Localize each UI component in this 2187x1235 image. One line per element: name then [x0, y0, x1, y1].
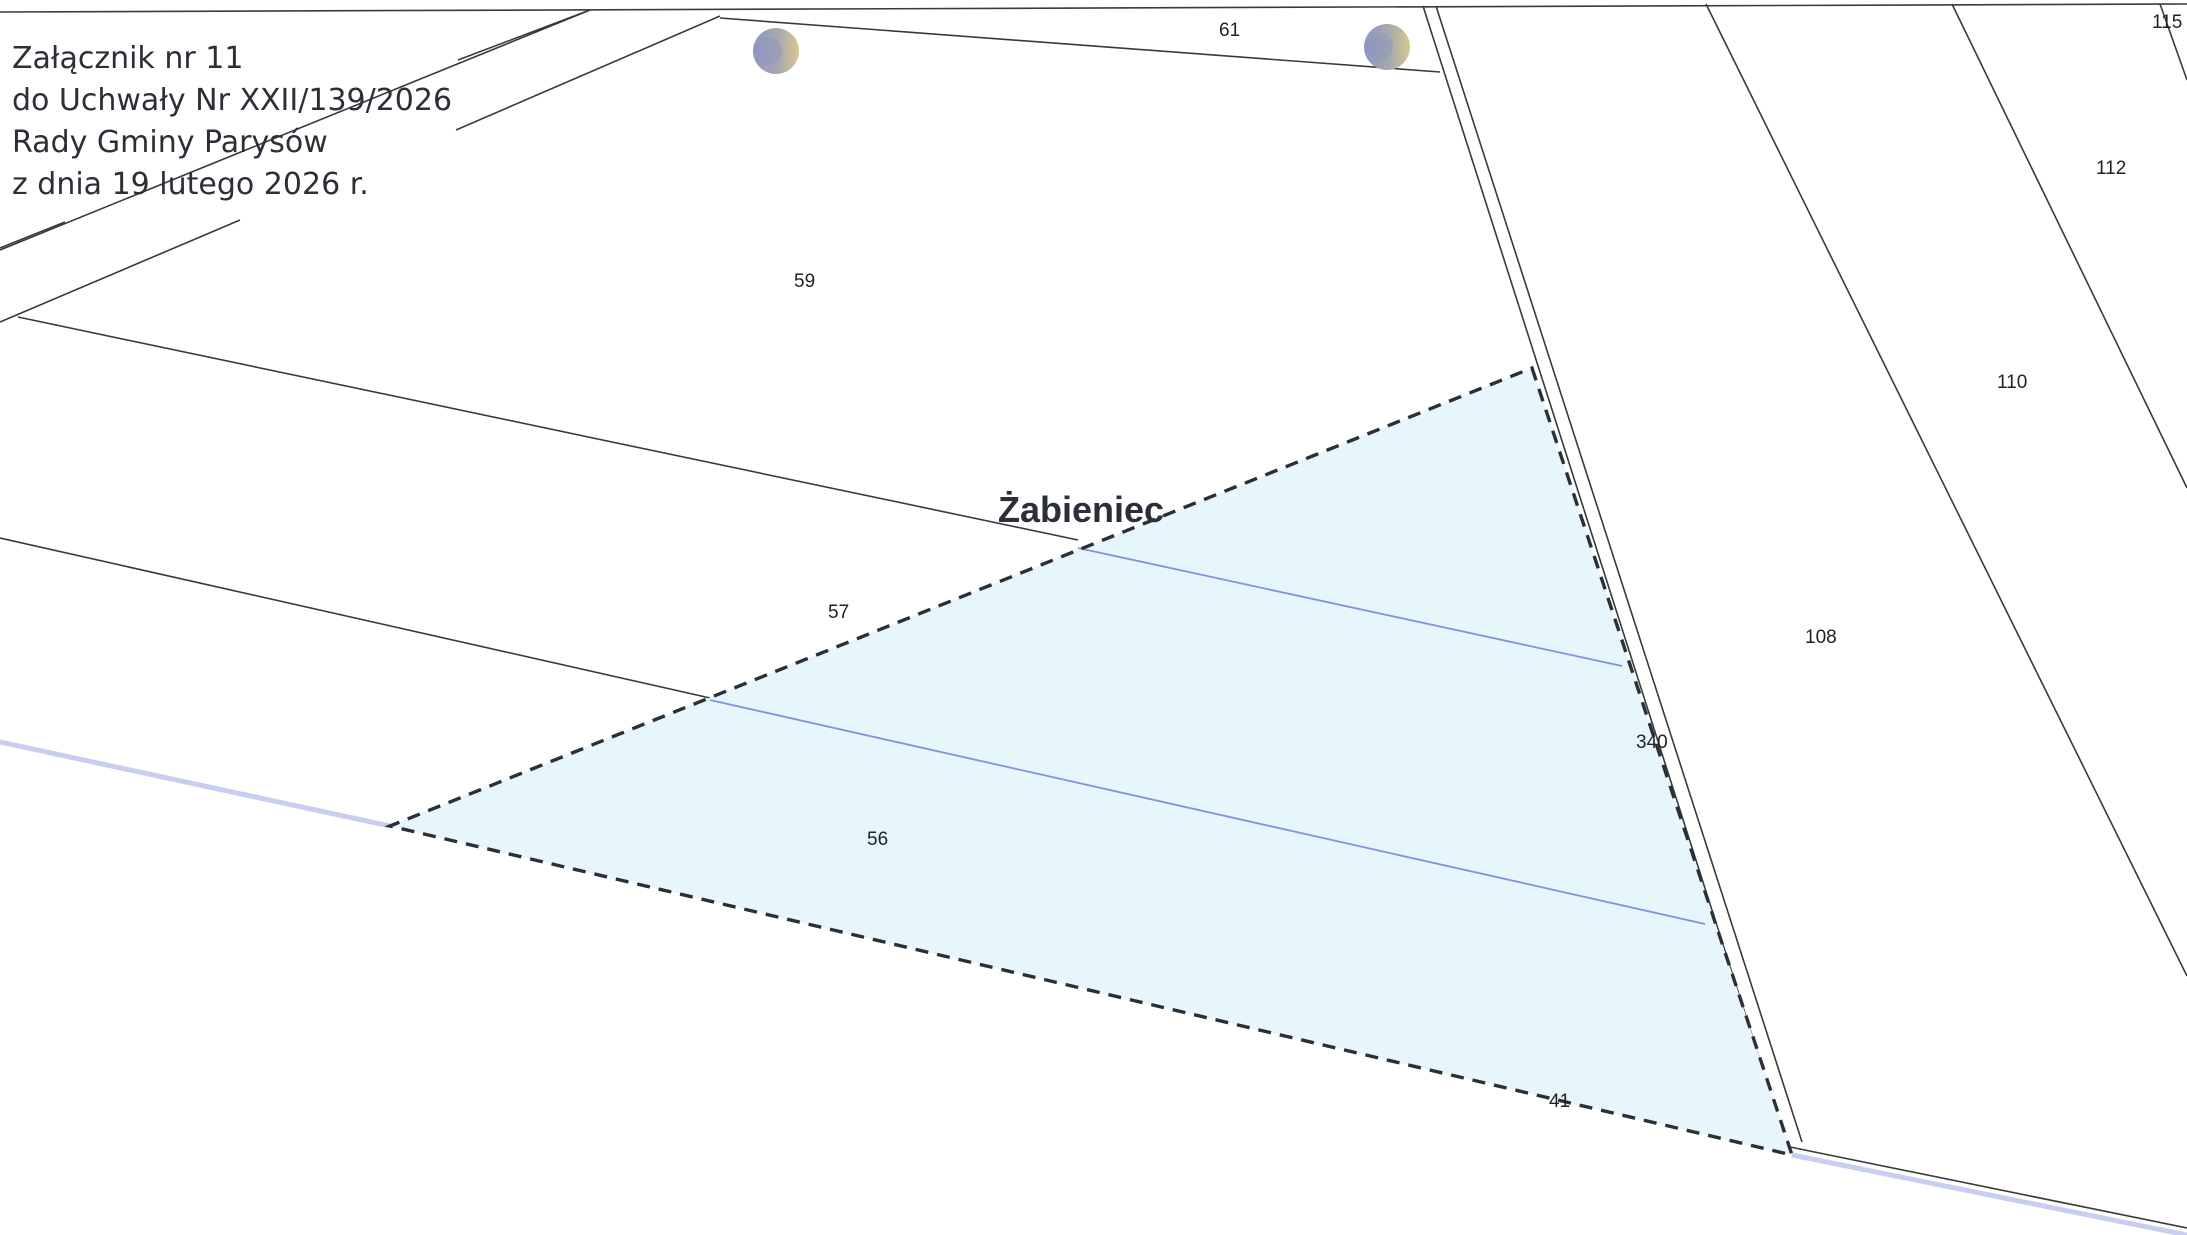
parcel-number-56: 56: [867, 829, 888, 850]
road-edge: [1791, 1152, 2187, 1235]
attachment-number: Załącznik nr 11: [12, 41, 244, 76]
highlighted-area[interactable]: [390, 368, 1792, 1155]
parcel-number-108: 108: [1805, 627, 1837, 648]
boundary-line: [0, 537, 711, 699]
parcel-number-57: 57: [828, 602, 849, 623]
boundary-line: [1435, 5, 1803, 1143]
road-edge: [0, 739, 391, 829]
inner-boundary-line: [1077, 547, 1623, 667]
parcel-number-115: 115: [2152, 12, 2182, 33]
parcel-number-110: 110: [1997, 372, 2027, 393]
parcel-number-59: 59: [794, 271, 815, 292]
parcel-number-340: 340: [1636, 732, 1668, 753]
resolution-number: do Uchwały Nr XXII/139/2026: [12, 83, 453, 118]
boundary-line: [1951, 3, 2187, 489]
resolution-date: z dnia 19 lutego 2026 r.: [12, 167, 369, 202]
parcel-boundaries: [0, 3, 2187, 1229]
parcel-number-112: 112: [2096, 158, 2126, 179]
boundary-line: [0, 9, 591, 251]
attachment-header: Załącznik nr 11 do Uchwały Nr XXII/139/2…: [12, 38, 452, 206]
council-name: Rady Gminy Parysów: [12, 125, 328, 160]
boundary-point-marker[interactable]: [1364, 24, 1410, 70]
boundary-line: [1789, 1146, 2187, 1229]
boundary-line: [455, 15, 721, 131]
boundary-line: [719, 17, 1441, 73]
inner-boundary-line: [709, 699, 1706, 925]
parcel-number-61: 61: [1219, 20, 1240, 41]
highlighted-area-outline: [384, 365, 1795, 1158]
boundary-line: [1705, 3, 2187, 977]
boundary-line: [0, 219, 241, 323]
boundary-line: [17, 316, 1079, 541]
map-top-border: [0, 3, 2187, 13]
boundary-line: [2159, 3, 2187, 81]
place-name-label: Żabieniec: [998, 489, 1164, 530]
boundary-point-marker[interactable]: [753, 28, 799, 74]
boundary-line: [0, 221, 66, 249]
parcel-number-41: 41: [1549, 1091, 1570, 1112]
boundary-line: [457, 9, 591, 61]
